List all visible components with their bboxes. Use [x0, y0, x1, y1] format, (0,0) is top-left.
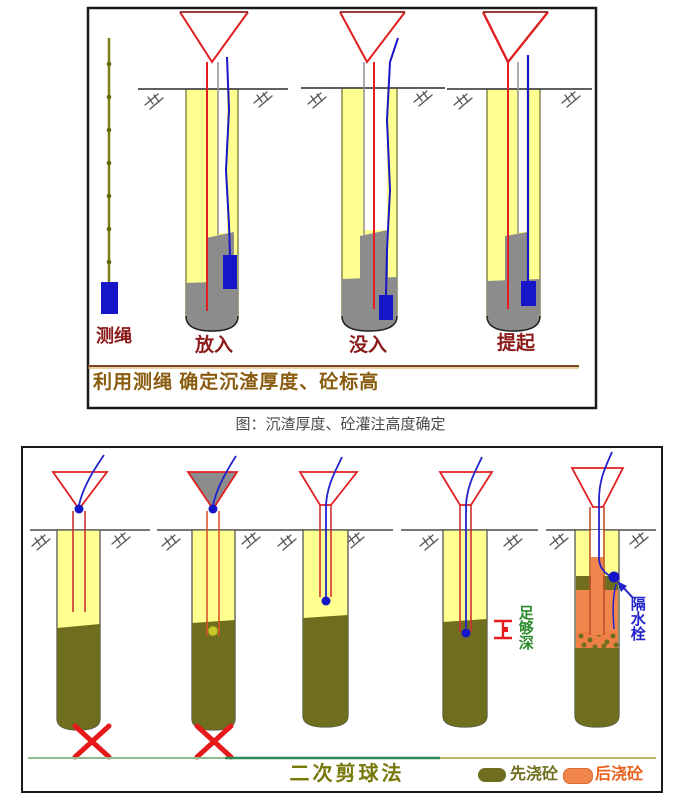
- first-pour-concrete: [192, 620, 235, 730]
- rope-label: 测绳: [96, 326, 132, 346]
- figure-bottom: [21, 446, 663, 793]
- funnel-filled: [186, 471, 239, 511]
- rope-line: [465, 456, 483, 628]
- method-title: 二次剪球法: [289, 763, 405, 785]
- first-pour-concrete: [303, 615, 348, 727]
- stage-label-put-in: 放入: [194, 335, 233, 356]
- legend-swatch-second-pour: [563, 768, 593, 784]
- rope-line: [78, 454, 105, 506]
- figure-top-caption: 利用测绳 确定沉渣厚度、砼标高: [93, 372, 380, 393]
- stage-label-submerged: 没入: [348, 335, 387, 356]
- first-pour-concrete: [575, 648, 619, 727]
- measuring-rope: [101, 38, 118, 314]
- rope-line: [212, 455, 237, 506]
- pile-put-in: [138, 11, 288, 332]
- wrong-cross-icon: [72, 723, 112, 760]
- water-stop-plug: [608, 571, 620, 583]
- funnel: [179, 11, 249, 64]
- pile-step3: [298, 456, 359, 728]
- rope-line: [385, 37, 399, 296]
- wrong-cross-icon: [194, 723, 234, 760]
- rope-line: [598, 451, 613, 577]
- legend-swatch-first-pour: [478, 768, 506, 782]
- pile-lifted: [447, 11, 592, 332]
- rope-line: [224, 56, 231, 256]
- pile-step4-deep-enough: [438, 456, 512, 728]
- ball-plug: [74, 504, 84, 514]
- legend-label-first-pour: 先浇砼: [510, 766, 559, 783]
- stage-label-lifted: 提起: [496, 333, 535, 354]
- weight: [379, 295, 393, 320]
- weight: [521, 281, 536, 306]
- pile-step5-repour: [570, 451, 634, 728]
- first-pour-concrete: [57, 624, 100, 730]
- figure-caption: 图：沉渣厚度、砼灌注高度确定: [235, 416, 446, 433]
- plug-label: 隔水栓: [628, 596, 646, 641]
- legend-label-second-pour: 后浇砼: [595, 766, 644, 783]
- ball-plug: [461, 628, 471, 638]
- weight: [223, 255, 237, 289]
- rope-weight: [101, 282, 118, 314]
- pile-step2-wrong: [186, 455, 239, 760]
- figure-top: [86, 6, 598, 410]
- depth-label: 足够深: [516, 605, 534, 650]
- rope-line: [325, 456, 343, 597]
- first-pour-concrete: [443, 619, 487, 727]
- funnel: [51, 471, 109, 511]
- funnel: [339, 11, 406, 64]
- ball-plug: [208, 504, 218, 514]
- pile-step1-wrong: [51, 454, 112, 760]
- plug-arrow-icon: [617, 581, 634, 599]
- ball-in-concrete: [207, 625, 219, 637]
- pile-submerged: [301, 11, 445, 332]
- ball-plug: [321, 596, 331, 606]
- concrete-gray: [186, 281, 238, 331]
